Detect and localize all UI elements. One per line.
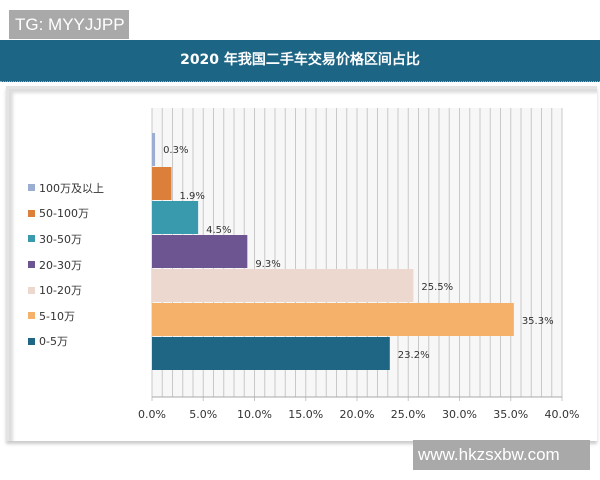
legend-item: 30-50万 <box>28 226 104 252</box>
x-tick-label: 40.0% <box>545 408 580 421</box>
bar-10-20万 <box>152 269 414 302</box>
x-tick-label: 0.0% <box>138 408 166 421</box>
legend-swatch <box>28 209 35 217</box>
data-label: 1.9% <box>179 191 204 202</box>
x-tick-label: 30.0% <box>442 408 477 421</box>
watermark-top: TG: MYYJJPP <box>9 10 129 39</box>
bar-0-5万 <box>152 337 390 370</box>
bar-30-50万 <box>152 201 199 234</box>
x-tick-label: 20.0% <box>340 408 375 421</box>
x-tick-label: 5.0% <box>189 408 217 421</box>
legend-item: 5-10万 <box>28 303 104 329</box>
legend-swatch <box>28 184 35 192</box>
data-label: 9.3% <box>255 259 280 270</box>
legend-item: 10-20万 <box>28 277 104 303</box>
data-label: 4.5% <box>206 225 231 236</box>
bar-100万及以上 <box>152 133 156 166</box>
watermark-bottom: www.hkzsxbw.com <box>413 440 590 470</box>
data-label: 35.3% <box>522 316 554 327</box>
legend-label: 30-50万 <box>39 232 82 246</box>
legend-swatch <box>28 261 35 269</box>
legend-swatch <box>28 286 35 294</box>
x-tick-label: 25.0% <box>391 408 426 421</box>
legend-label: 0-5万 <box>39 335 68 349</box>
legend-label: 50-100万 <box>39 207 89 221</box>
legend-item: 100万及以上 <box>28 175 104 201</box>
legend-label: 20-30万 <box>39 258 82 272</box>
legend-swatch <box>28 337 35 345</box>
x-tick-label: 35.0% <box>493 408 528 421</box>
legend-swatch <box>28 312 35 320</box>
legend: 100万及以上 50-100万 30-50万 20-30万 10-20万 5-10万 0-5… <box>28 175 104 354</box>
legend-swatch <box>28 235 35 243</box>
bar-5-10万 <box>152 303 514 336</box>
data-label: 0.3% <box>163 145 188 156</box>
x-tick-label: 15.0% <box>288 408 323 421</box>
bar-20-30万 <box>152 235 248 268</box>
legend-label: 10-20万 <box>39 284 82 298</box>
x-tick-label: 10.0% <box>237 408 272 421</box>
chart-title: 2020 年我国二手车交易价格区间占比 <box>0 40 600 82</box>
legend-item: 50-100万 <box>28 201 104 227</box>
legend-item: 0-5万 <box>28 329 104 355</box>
legend-label: 5-10万 <box>39 309 75 323</box>
data-label: 23.2% <box>398 350 430 361</box>
legend-label: 100万及以上 <box>39 181 104 195</box>
bar-50-100万 <box>152 167 172 200</box>
legend-item: 20-30万 <box>28 252 104 278</box>
data-label: 25.5% <box>421 282 453 293</box>
